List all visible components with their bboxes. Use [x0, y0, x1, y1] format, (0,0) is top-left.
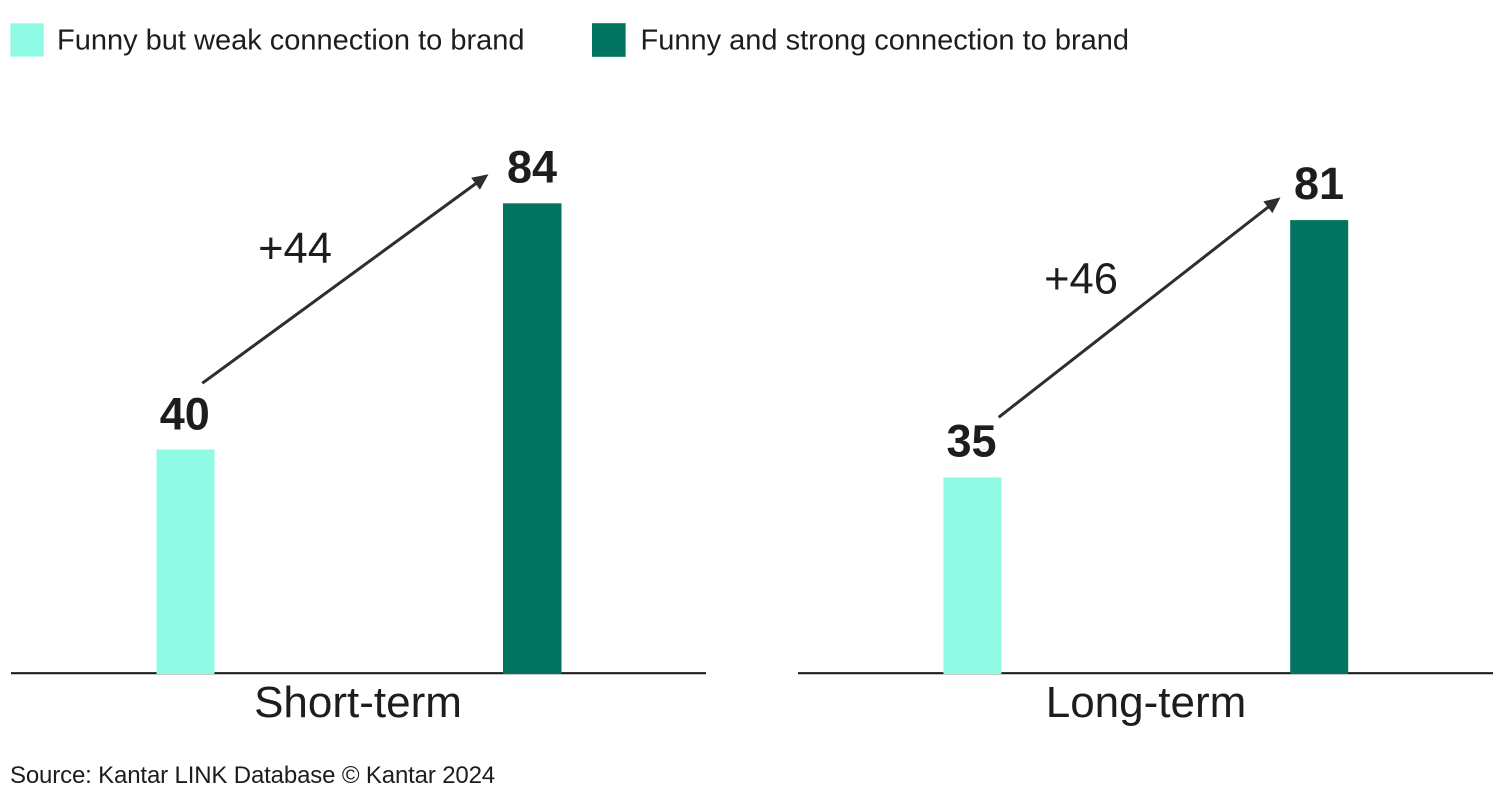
svg-text:Funny but weak connection to b: Funny but weak connection to brand — [57, 25, 525, 57]
svg-text:81: 81 — [1294, 158, 1344, 209]
svg-text:Source: Kantar LINK Database ©: Source: Kantar LINK Database © Kantar 20… — [10, 762, 495, 789]
svg-text:35: 35 — [946, 416, 996, 467]
svg-text:84: 84 — [507, 141, 557, 192]
svg-text:Funny and strong connection to: Funny and strong connection to brand — [641, 25, 1130, 57]
svg-text:40: 40 — [160, 389, 210, 440]
svg-text:+46: +46 — [1044, 255, 1118, 303]
svg-text:+44: +44 — [258, 225, 332, 273]
svg-text:Short-term: Short-term — [254, 678, 462, 727]
svg-text:Long-term: Long-term — [1046, 678, 1247, 727]
